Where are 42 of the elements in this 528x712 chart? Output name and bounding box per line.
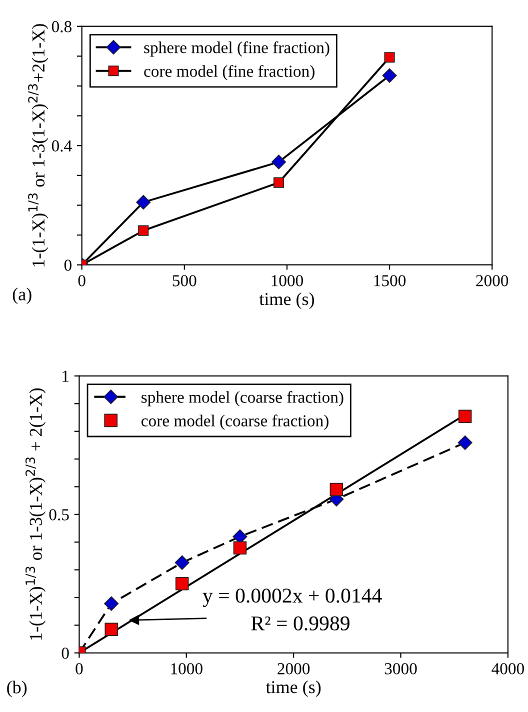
point bbox=[458, 410, 472, 424]
point bbox=[138, 225, 149, 236]
legend-label: core model (coarse fraction) bbox=[142, 414, 328, 430]
point bbox=[104, 596, 119, 611]
y-axis-title: 1-(1-X)$^{1/3}$ or 1-3(1-X)$^{2/3}$ + 2(1-X) bbox=[25, 388, 46, 640]
x-tick-label: 500 bbox=[172, 275, 196, 286]
text: (b) bbox=[7, 680, 27, 698]
legend-label: sphere model (fine fraction) bbox=[144, 41, 330, 57]
x-tick-label: 0 bbox=[76, 663, 83, 674]
point bbox=[174, 555, 190, 570]
point bbox=[175, 577, 189, 590]
y-tick-label: 1 bbox=[62, 370, 68, 382]
point bbox=[330, 482, 344, 496]
y-tick-label: 0 bbox=[62, 648, 69, 659]
x-tick-label: 3000 bbox=[384, 663, 417, 674]
x-tick-label: 4000 bbox=[492, 663, 524, 674]
x-tick-label: 1500 bbox=[374, 275, 406, 286]
x-tick-label: 1000 bbox=[171, 663, 202, 674]
y-tick-label: 0.8 bbox=[52, 21, 72, 32]
y-tick-label: 0 bbox=[64, 260, 72, 271]
x-tick-label: 1000 bbox=[272, 275, 303, 286]
text: (a) bbox=[12, 288, 32, 304]
legend-label: core model (fine fraction) bbox=[144, 64, 314, 80]
x-axis-title: time (s) bbox=[266, 680, 321, 697]
x-tick-label: 2000 bbox=[278, 663, 310, 674]
legend-label: sphere model (coarse fraction) bbox=[142, 390, 344, 406]
point bbox=[273, 177, 284, 188]
point bbox=[136, 194, 151, 210]
x-tick-label: 2000 bbox=[476, 275, 508, 286]
point bbox=[382, 68, 397, 83]
point bbox=[384, 52, 395, 63]
point bbox=[271, 154, 286, 170]
y-tick-label: 0.4 bbox=[52, 140, 72, 152]
point bbox=[104, 622, 118, 636]
x-axis-title: time (s) bbox=[259, 292, 314, 309]
point bbox=[458, 435, 472, 450]
x-tick-label: 0 bbox=[78, 275, 86, 286]
point bbox=[233, 541, 247, 555]
y-axis-title: 1-(1-X)$^{1/3}$ or 1-3(1-X)$^{2/3}$+2(1-X) bbox=[28, 24, 48, 266]
annotation: R² = 0.9989 bbox=[251, 616, 350, 631]
y-tick-label: 0.5 bbox=[49, 509, 69, 520]
annotation: y = 0.0002x + 0.0144 bbox=[202, 588, 382, 607]
